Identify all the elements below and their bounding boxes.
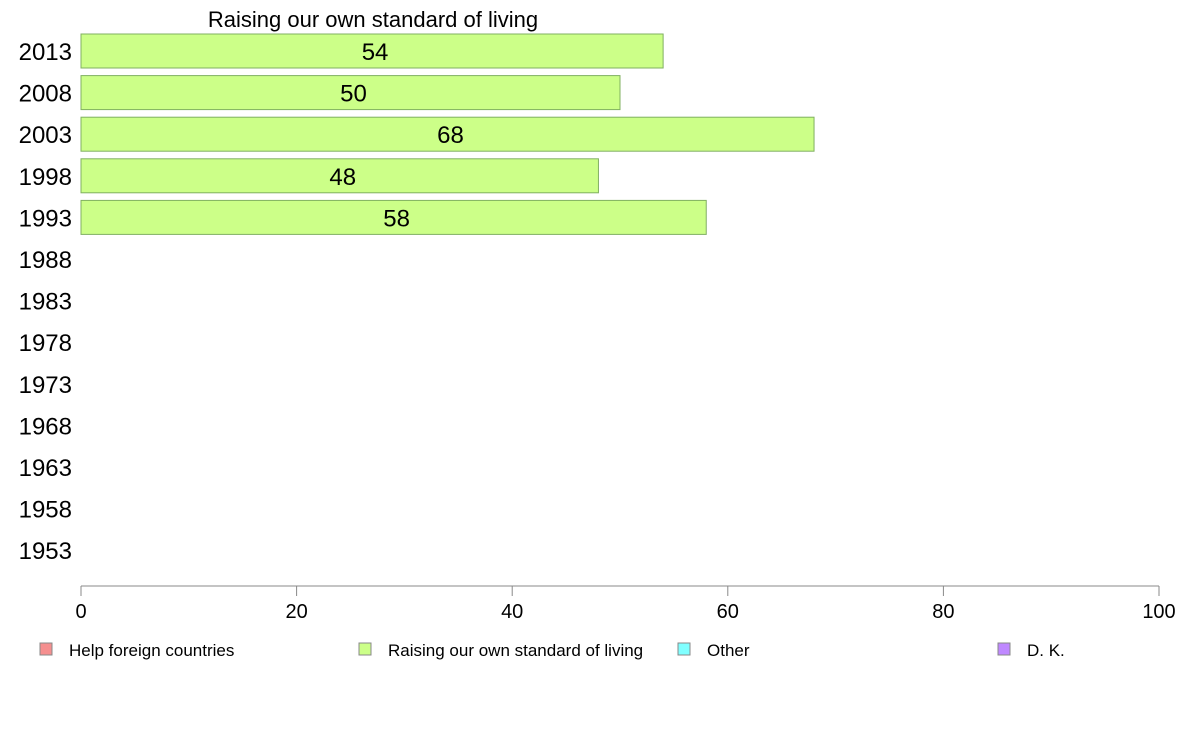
legend-swatch xyxy=(677,642,691,656)
bar xyxy=(80,199,707,235)
legend-swatch xyxy=(997,642,1011,656)
y-tick-label: 1953 xyxy=(19,538,72,565)
legend-label: Raising our own standard of living xyxy=(388,641,643,660)
bar-value-label: 54 xyxy=(362,39,389,66)
legend-label: D. K. xyxy=(1027,641,1065,660)
y-tick-label: 1958 xyxy=(19,497,72,524)
x-tick-label: 0 xyxy=(75,601,86,623)
x-tick-label: 80 xyxy=(932,601,954,623)
y-tick-label: 1968 xyxy=(19,413,72,440)
x-tick-label: 60 xyxy=(717,601,739,623)
y-tick-label: 1993 xyxy=(19,205,72,232)
legend-label: Other xyxy=(707,641,750,660)
bar-value-label: 68 xyxy=(437,122,464,149)
y-tick-label: 2008 xyxy=(19,81,72,108)
bar xyxy=(80,158,599,194)
y-tick-label: 2003 xyxy=(19,122,72,149)
bar-value-label: 48 xyxy=(329,164,356,191)
bar xyxy=(80,75,621,111)
y-tick-label: 1963 xyxy=(19,455,72,482)
y-tick-label: 1983 xyxy=(19,289,72,316)
y-tick-label: 1988 xyxy=(19,247,72,274)
x-tick-label: 40 xyxy=(501,601,523,623)
bar-value-label: 58 xyxy=(383,205,410,232)
y-tick-label: 2013 xyxy=(19,39,72,66)
legend-label: Help foreign countries xyxy=(69,641,234,660)
y-tick-label: 1973 xyxy=(19,372,72,399)
legend-swatch xyxy=(358,642,372,656)
legend-swatch xyxy=(39,642,53,656)
bar xyxy=(80,33,664,69)
bar-value-label: 50 xyxy=(340,81,367,108)
x-tick-label: 20 xyxy=(285,601,307,623)
chart-title: Raising our own standard of living xyxy=(208,7,538,32)
x-tick-label: 100 xyxy=(1142,601,1175,623)
bar xyxy=(80,116,815,152)
y-tick-label: 1998 xyxy=(19,164,72,191)
y-tick-label: 1978 xyxy=(19,330,72,357)
